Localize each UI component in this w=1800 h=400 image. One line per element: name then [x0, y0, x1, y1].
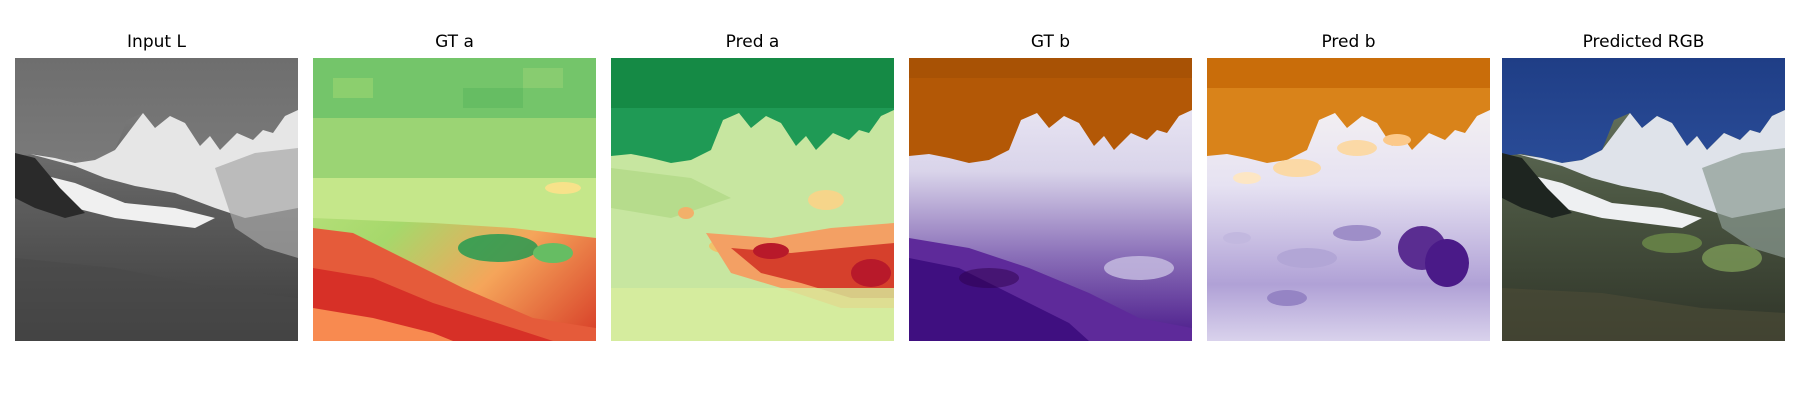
panel-predicted-rgb: Predicted RGB — [1502, 0, 1785, 400]
pred-b-channel-image — [1207, 58, 1490, 341]
gt-a-channel-image — [313, 58, 596, 341]
panel-input-l: Input L — [15, 0, 298, 400]
panel-title: Pred b — [1321, 32, 1376, 52]
panel-title: Input L — [127, 32, 186, 52]
gt-b-channel-image — [909, 58, 1192, 341]
panel-pred-a: Pred a — [611, 0, 894, 400]
panel-pred-b: Pred b — [1207, 0, 1490, 400]
panel-title: GT b — [1030, 32, 1071, 52]
panel-title: Predicted RGB — [1582, 32, 1705, 52]
panel-gt-b: GT b — [909, 0, 1192, 400]
panel-title: GT a — [435, 32, 474, 52]
panel-title: Pred a — [725, 32, 780, 52]
predicted-rgb-image — [1502, 58, 1785, 341]
pred-a-channel-image — [611, 58, 894, 341]
grayscale-image — [15, 58, 298, 341]
panel-gt-a: GT a — [313, 0, 596, 400]
